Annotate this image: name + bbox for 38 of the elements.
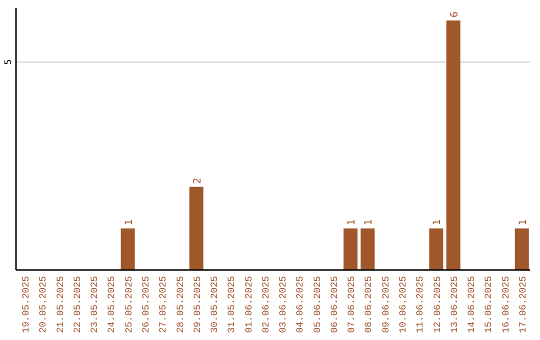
- x-tick-label: 11.06.2025: [414, 276, 426, 334]
- data-label: 1: [124, 219, 135, 226]
- x-tick-label: 05.06.2025: [312, 276, 323, 334]
- y-tick-label: 5: [4, 59, 14, 65]
- data-label: 1: [364, 219, 375, 226]
- data-label: 1: [346, 219, 358, 226]
- x-tick-label: 20.05.2025: [38, 276, 49, 334]
- x-tick-label: 30.05.2025: [209, 276, 220, 334]
- x-tick-label: 09.06.2025: [380, 276, 392, 334]
- data-label: 2: [192, 178, 204, 184]
- x-tick-label: 14.06.2025: [466, 276, 478, 334]
- x-tick-label: 17.06.2025: [517, 276, 528, 334]
- x-tick-label: 22.05.2025: [72, 276, 83, 334]
- x-tick-label: 21.05.2025: [54, 276, 66, 334]
- x-tick-label: 13.06.2025: [448, 276, 460, 334]
- x-tick-label: 10.06.2025: [398, 276, 408, 334]
- x-tick-label: 31.05.2025: [226, 276, 238, 334]
- x-tick-label: 06.06.2025: [328, 276, 340, 334]
- x-tick-label: 12.06.2025: [432, 276, 443, 334]
- x-tick-label: 19.05.2025: [20, 276, 32, 334]
- x-tick-label: 01.06.2025: [243, 276, 254, 334]
- x-tick-label: 15.06.2025: [483, 276, 494, 334]
- data-label: 1: [432, 219, 444, 226]
- x-tick-label: 07.06.2025: [346, 276, 358, 334]
- x-tick-label: 23.05.2025: [89, 276, 100, 334]
- x-tick-label: 25.05.2025: [123, 276, 134, 334]
- x-tick-label: 29.05.2025: [192, 276, 203, 334]
- x-tick-label: 27.05.2025: [158, 276, 169, 334]
- x-tick-label: 02.06.2025: [260, 276, 272, 334]
- x-tick-label: 08.06.2025: [363, 276, 374, 334]
- x-tick-label: 26.05.2025: [140, 276, 152, 334]
- x-tick-label: 04.06.2025: [294, 276, 306, 334]
- x-tick-label: 28.05.2025: [174, 276, 186, 334]
- x-tick-label: 16.06.2025: [500, 276, 512, 334]
- x-tick-label: 03.06.2025: [278, 276, 289, 334]
- data-label: 6: [449, 11, 460, 18]
- data-label: 1: [518, 219, 529, 226]
- x-tick-label: 24.05.2025: [106, 276, 118, 334]
